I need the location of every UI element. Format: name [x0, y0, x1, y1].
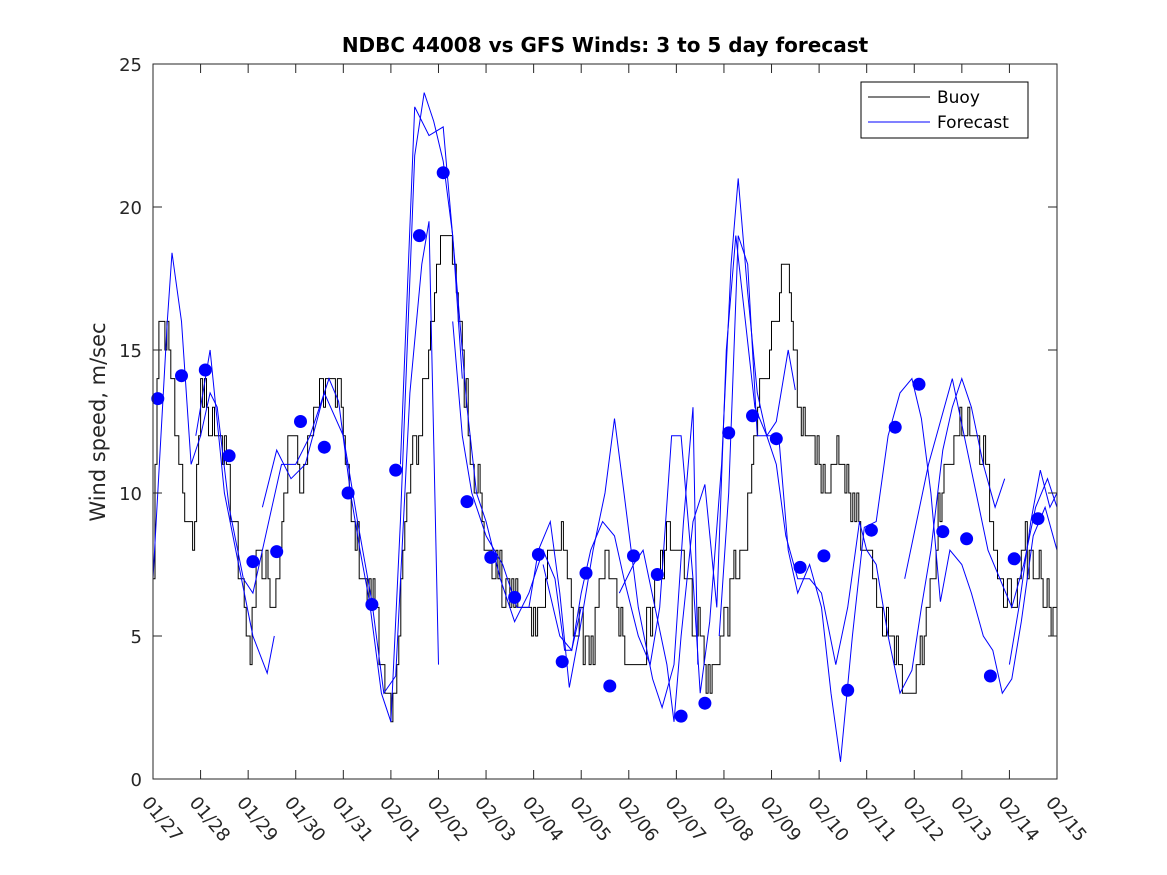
forecast-marker-10 [365, 598, 379, 611]
forecast-marker-20 [603, 679, 617, 693]
forecast-marker-14 [460, 495, 474, 509]
legend: Buoy Forecast [860, 81, 1029, 139]
chart-title: NDBC 44008 vs GFS Winds: 3 to 5 day fore… [342, 33, 869, 57]
y-tick-label: 10 [119, 484, 142, 505]
forecast-marker-35 [960, 532, 974, 546]
forecast-marker-24 [698, 696, 712, 710]
forecast-marker-4 [222, 449, 236, 463]
forecast-marker-13 [436, 166, 450, 180]
forecast-line-1 [153, 92, 463, 722]
forecast-marker-26 [746, 409, 759, 423]
forecast-marker-28 [793, 560, 807, 574]
forecast-line-7 [618, 235, 1006, 722]
forecast-marker-31 [864, 523, 878, 537]
forecast-marker-23 [674, 709, 688, 723]
forecast-marker-6 [270, 545, 284, 559]
forecast-marker-32 [888, 420, 902, 434]
forecast-line-6 [542, 178, 796, 694]
axes-box [152, 63, 1058, 780]
forecast-marker-12 [412, 229, 426, 243]
forecast-marker-29 [817, 549, 831, 563]
forecast-marker-25 [722, 426, 736, 440]
forecast-marker-5 [246, 555, 260, 569]
forecast-line-3 [261, 221, 439, 695]
forecast-marker-7 [294, 415, 307, 428]
y-axis-label: Wind speed, m/sec [86, 322, 110, 521]
forecast-marker-3 [198, 363, 212, 377]
series-layer [151, 92, 1057, 762]
y-tick-label: 15 [119, 341, 142, 362]
forecast-marker-36 [983, 669, 997, 683]
forecast-marker-15 [484, 550, 498, 564]
forecast-marker-37 [1007, 552, 1021, 566]
y-tick-label: 25 [119, 55, 142, 76]
legend-forecast-label: Forecast [937, 113, 1009, 133]
forecast-marker-8 [317, 440, 331, 454]
forecast-marker-38 [1031, 512, 1045, 526]
buoy-series-line [153, 235, 1057, 723]
forecast-marker-18 [555, 655, 569, 669]
forecast-marker-9 [341, 486, 355, 500]
forecast-marker-33 [912, 377, 926, 391]
forecast-marker-17 [531, 548, 545, 561]
forecast-marker-1 [151, 392, 165, 406]
forecast-marker-27 [769, 432, 783, 446]
forecast-line-4 [399, 106, 582, 651]
forecast-line-10 [1008, 469, 1057, 665]
forecast-marker-34 [936, 525, 950, 539]
forecast-marker-11 [389, 463, 403, 477]
forecast-marker-16 [508, 590, 522, 604]
forecast-marker-22 [650, 568, 664, 581]
forecast-marker-19 [579, 566, 593, 580]
y-tick-label: 0 [131, 770, 142, 791]
legend-box [860, 81, 1029, 139]
y-tick-label: 5 [131, 627, 142, 648]
y-tick-label: 20 [119, 198, 142, 219]
forecast-marker-21 [627, 549, 640, 563]
legend-buoy-label: Buoy [937, 88, 980, 108]
forecast-line-5 [452, 321, 699, 710]
forecast-marker-30 [841, 683, 855, 697]
forecast-line-2 [195, 349, 275, 676]
forecast-marker-2 [175, 369, 188, 383]
